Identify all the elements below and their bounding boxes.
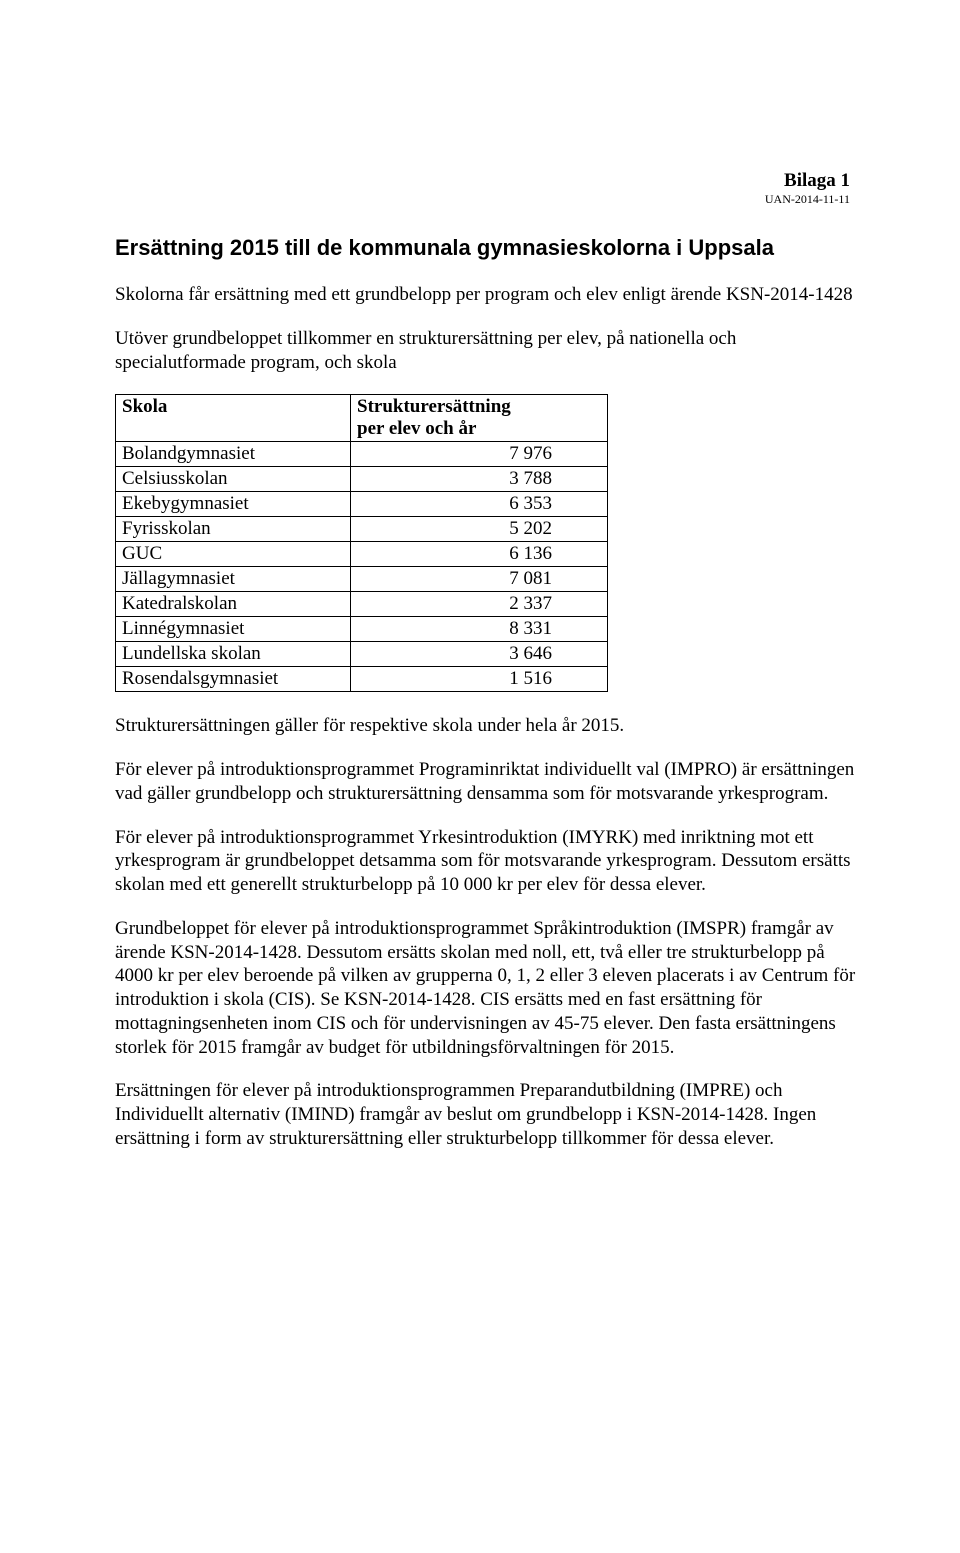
- table-row: Fyrisskolan 5 202: [116, 517, 608, 542]
- table-row: Linnégymnasiet 8 331: [116, 617, 608, 642]
- table-cell-value: 8 331: [351, 617, 608, 642]
- table-header-row: Skola Strukturersättning per elev och år: [116, 395, 608, 442]
- table-row: Katedralskolan 2 337: [116, 592, 608, 617]
- table-row: Ekebygymnasiet 6 353: [116, 492, 608, 517]
- struktur-table: Skola Strukturersättning per elev och år…: [115, 394, 608, 692]
- document-header: Bilaga 1 UAN-2014-11-11: [115, 170, 860, 207]
- paragraph-5: För elever på introduktionsprogrammet Yr…: [115, 826, 860, 897]
- table-header-value-line2: per elev och år: [357, 418, 476, 439]
- paragraph-intro-1: Skolorna får ersättning med ett grundbel…: [115, 283, 860, 307]
- table-cell-value: 1 516: [351, 667, 608, 692]
- table-header-value: Strukturersättning per elev och år: [351, 395, 608, 442]
- table-header-value-line1: Strukturersättning: [357, 396, 511, 417]
- table-cell-value: 3 646: [351, 642, 608, 667]
- table-header-skola: Skola: [116, 395, 351, 442]
- table-cell-skola: Jällagymnasiet: [116, 567, 351, 592]
- table-row: Rosendalsgymnasiet 1 516: [116, 667, 608, 692]
- table-cell-value: 3 788: [351, 467, 608, 492]
- table-cell-value: 7 081: [351, 567, 608, 592]
- table-cell-skola: Celsiusskolan: [116, 467, 351, 492]
- table-row: GUC 6 136: [116, 542, 608, 567]
- table-cell-value: 7 976: [351, 442, 608, 467]
- uan-reference: UAN-2014-11-11: [115, 192, 850, 207]
- table-cell-skola: Lundellska skolan: [116, 642, 351, 667]
- table-row: Lundellska skolan 3 646: [116, 642, 608, 667]
- table-cell-value: 5 202: [351, 517, 608, 542]
- table-cell-skola: Linnégymnasiet: [116, 617, 351, 642]
- paragraph-intro-2: Utöver grundbeloppet tillkommer en struk…: [115, 327, 860, 375]
- paragraph-4: För elever på introduktionsprogrammet Pr…: [115, 758, 860, 806]
- table-cell-value: 6 136: [351, 542, 608, 567]
- bilaga-label: Bilaga 1: [115, 170, 850, 192]
- table-cell-skola: GUC: [116, 542, 351, 567]
- paragraph-6: Grundbeloppet för elever på introduktion…: [115, 917, 860, 1060]
- table-cell-value: 6 353: [351, 492, 608, 517]
- paragraph-3: Strukturersättningen gäller för respekti…: [115, 714, 860, 738]
- table-cell-skola: Rosendalsgymnasiet: [116, 667, 351, 692]
- table-cell-skola: Fyrisskolan: [116, 517, 351, 542]
- table-cell-skola: Bolandgymnasiet: [116, 442, 351, 467]
- table-row: Celsiusskolan 3 788: [116, 467, 608, 492]
- table-row: Bolandgymnasiet 7 976: [116, 442, 608, 467]
- table-cell-skola: Ekebygymnasiet: [116, 492, 351, 517]
- document-title: Ersättning 2015 till de kommunala gymnas…: [115, 235, 860, 261]
- table-row: Jällagymnasiet 7 081: [116, 567, 608, 592]
- table-cell-skola: Katedralskolan: [116, 592, 351, 617]
- paragraph-7: Ersättningen för elever på introduktions…: [115, 1079, 860, 1150]
- table-cell-value: 2 337: [351, 592, 608, 617]
